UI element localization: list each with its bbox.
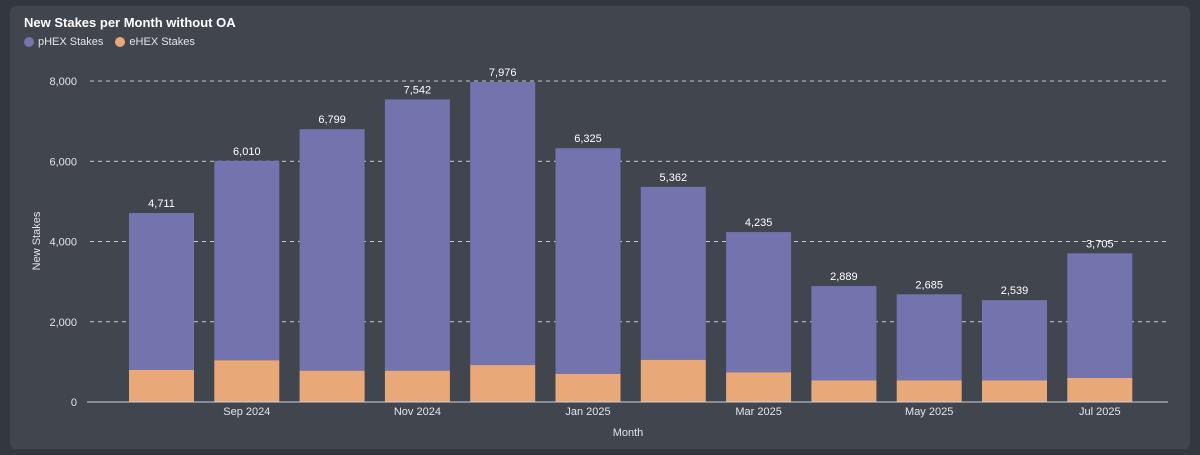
legend-label-phex: pHEX Stakes xyxy=(38,36,104,48)
bar-phex xyxy=(129,212,194,370)
chart-legend: pHEX Stakes eHEX Stakes xyxy=(24,36,195,48)
legend-item-ehex[interactable]: eHEX Stakes xyxy=(115,36,195,48)
bar-phex xyxy=(726,232,792,373)
y-tick-label: 8,000 xyxy=(49,76,77,88)
bar-ehex xyxy=(299,370,365,402)
y-tick-label: 6,000 xyxy=(49,156,77,168)
x-tick-label: Mar 2025 xyxy=(735,406,781,418)
bar-ehex xyxy=(1067,377,1133,402)
legend-swatch-ehex xyxy=(115,37,126,47)
bar-total-label: 2,685 xyxy=(915,279,943,291)
bar-phex xyxy=(1067,253,1133,378)
y-axis-title: New Stakes xyxy=(31,211,43,270)
bar-total-label: 3,705 xyxy=(1086,238,1114,250)
bar-phex xyxy=(811,286,877,381)
bar-ehex xyxy=(982,380,1047,402)
bar-phex xyxy=(214,160,280,361)
legend-swatch-phex xyxy=(24,37,34,47)
bar-total-label: 6,010 xyxy=(233,146,261,158)
x-tick-label: May 2025 xyxy=(905,406,953,418)
x-axis-title: Month xyxy=(613,427,644,439)
bar-ehex xyxy=(555,373,621,402)
bar-phex xyxy=(470,81,536,366)
bar-total-label: 4,711 xyxy=(148,198,175,210)
bar-phex xyxy=(299,129,365,371)
bar-phex xyxy=(384,99,450,371)
legend-item-phex[interactable]: pHEX Stakes xyxy=(24,36,103,48)
bar-ehex xyxy=(214,360,280,402)
bar-phex xyxy=(896,294,962,381)
bar-total-label: 6,325 xyxy=(574,133,602,145)
bar-ehex xyxy=(640,359,706,402)
bar-total-label: 2,889 xyxy=(830,271,858,283)
bar-total-label: 6,799 xyxy=(318,114,346,126)
x-tick-label: Sep 2024 xyxy=(223,406,270,418)
bar-total-label: 2,539 xyxy=(1001,285,1029,297)
bar-total-label: 7,976 xyxy=(489,67,517,79)
chart-title: New Stakes per Month without OA xyxy=(24,15,236,30)
legend-label-ehex: eHEX Stakes xyxy=(129,36,195,48)
bar-ehex xyxy=(470,365,536,402)
bar-ehex xyxy=(726,372,792,402)
y-tick-label: 0 xyxy=(71,397,77,409)
bar-total-label: 7,542 xyxy=(404,84,432,96)
bar-total-label: 5,362 xyxy=(660,172,688,184)
bar-phex xyxy=(555,148,621,374)
bar-ehex xyxy=(811,380,877,402)
x-tick-label: Nov 2024 xyxy=(394,406,441,418)
y-tick-label: 4,000 xyxy=(49,237,77,249)
x-tick-label: Jan 2025 xyxy=(565,406,610,418)
bar-total-label: 4,235 xyxy=(745,217,773,229)
bar-phex xyxy=(640,186,706,360)
bar-ehex xyxy=(384,370,450,402)
y-tick-label: 2,000 xyxy=(49,317,77,329)
x-tick-label: Jul 2025 xyxy=(1079,406,1121,418)
bar-phex xyxy=(982,300,1047,381)
bar-ehex xyxy=(896,380,962,402)
bar-ehex xyxy=(129,369,194,402)
